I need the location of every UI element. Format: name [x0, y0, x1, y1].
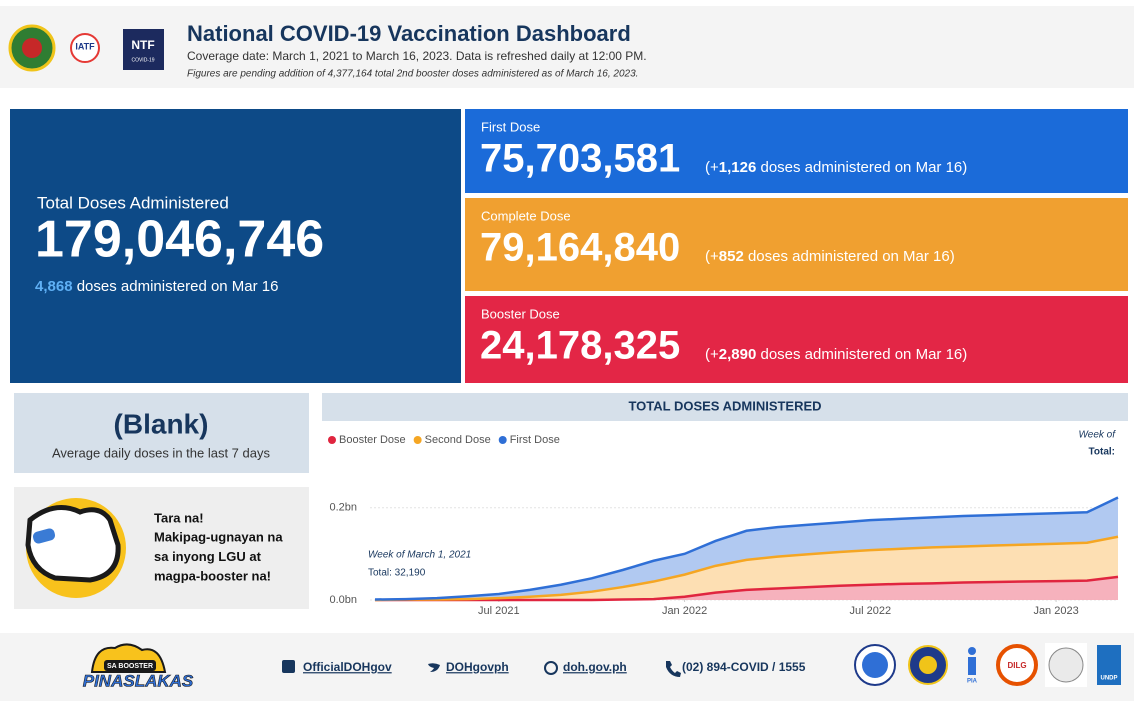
doh-logo-inner	[22, 38, 42, 58]
promo-line: magpa-booster na!	[154, 568, 271, 583]
dose-label: First Dose	[481, 119, 540, 134]
promo-arm	[25, 505, 121, 583]
pia-bar	[968, 657, 976, 675]
footer-links: OfficialDOHgov DOHgovph doh.gov.ph (02) 894…	[303, 660, 806, 674]
annotation: Total:	[1089, 447, 1115, 458]
dose-value: 75,703,581	[480, 137, 680, 181]
chart-header	[322, 393, 1128, 421]
x-tick-label: Jul 2021	[478, 605, 520, 617]
dose-label: Complete Dose	[481, 208, 571, 223]
average-value: (Blank)	[114, 408, 209, 439]
dilg-logo	[996, 644, 1038, 686]
dose-today-number: 2,890	[719, 346, 757, 363]
total-today: 4,868 doses administered on Mar 16	[35, 278, 279, 295]
legend-label: First Dose	[510, 434, 560, 446]
footer-link[interactable]: doh.gov.ph	[563, 660, 627, 674]
total-today-text: doses administered on Mar 16	[73, 278, 279, 295]
line	[374, 496, 1119, 601]
footer-link[interactable]: DOHgovph	[446, 660, 509, 674]
iatf-logo-text: IATF	[75, 41, 95, 51]
area	[375, 497, 1118, 600]
pia-dot	[968, 647, 976, 655]
footer-link[interactable]: OfficialDOHgov	[303, 660, 392, 674]
dose-today-number: 1,126	[719, 159, 757, 176]
legend-marker	[413, 436, 422, 444]
annotation: Total: 32,190	[368, 568, 426, 579]
dose-today-text: doses administered on Mar 16)	[756, 159, 967, 176]
dose-card	[465, 198, 1128, 291]
undp-text: UNDP	[1100, 676, 1117, 682]
area	[375, 536, 1118, 600]
partner-logo-inner	[1048, 647, 1084, 683]
promo-line: Tara na!	[154, 510, 204, 525]
area	[375, 576, 1118, 600]
chart-title: TOTAL DOSES ADMINISTERED	[628, 398, 821, 413]
dose-today: (+852 doses administered on Mar 16)	[705, 248, 955, 265]
ntf-logo-text: NTF	[131, 38, 154, 52]
dose-card	[465, 296, 1128, 383]
page-title: National COVID-19 Vaccination Dashboard	[187, 21, 631, 46]
campaign-ribbon	[104, 660, 156, 671]
coverage: Coverage date: March 1, 2021 to March 16…	[187, 49, 647, 63]
header-bg	[0, 6, 1134, 88]
facebook-icon	[282, 660, 295, 673]
undp-logo	[1097, 645, 1121, 685]
dose-today-text: doses administered on Mar 16)	[744, 248, 955, 265]
ntf-logo-sub: COVID-19	[131, 57, 154, 63]
chart: 0.0bn 0.2bn Jul 2021 Jan 2022 Jul 2022 Jan 20…	[328, 430, 1119, 617]
x-tick-label: Jan 2023	[1033, 605, 1078, 617]
legend-marker	[328, 436, 336, 444]
dose-today-prefix: (+	[705, 248, 719, 265]
twitter-icon	[428, 663, 440, 672]
total-today-number: 4,868	[35, 278, 73, 295]
dose-label: Booster Dose	[481, 306, 560, 321]
average-card	[14, 393, 309, 473]
line	[375, 575, 1119, 602]
dose-today-number: 852	[719, 248, 744, 265]
globe-icon	[544, 661, 558, 675]
campaign-top: SA BOOSTER	[107, 663, 153, 670]
pia-text: PIA	[967, 679, 978, 685]
legend-label: Booster Dose	[339, 434, 406, 446]
phone-icon	[666, 661, 681, 677]
average-label: Average daily doses in the last 7 days	[52, 445, 271, 460]
partner-logo-inner	[919, 656, 937, 674]
dose-value: 24,178,325	[480, 324, 680, 368]
dilg-text: DILG	[1007, 661, 1026, 670]
total-card	[10, 109, 461, 383]
legend-label: Second Dose	[425, 434, 491, 446]
promo-bandage	[32, 528, 56, 544]
campaign-main: PINASLAKAS	[83, 671, 194, 690]
annotation: Week of March 1, 2021	[368, 550, 471, 561]
promo-text: Tara na! Makipag-ugnayan na sa inyong LGU …	[154, 510, 283, 583]
dose-card	[465, 109, 1128, 193]
y-tick-label: 0.0bn	[329, 594, 357, 606]
total-label: Total Doses Administered	[37, 193, 229, 212]
y-tick-label: 0.2bn	[329, 502, 357, 514]
dose-value: 79,164,840	[480, 226, 680, 270]
x-tick-label: Jan 2022	[662, 605, 707, 617]
partner-logo-inner	[862, 652, 888, 678]
dose-today: (+2,890 doses administered on Mar 16)	[705, 346, 967, 363]
promo-line: Makipag-ugnayan na	[154, 530, 283, 545]
promo-line: sa inyong LGU at	[154, 549, 262, 564]
footer-link[interactable]: (02) 894-COVID / 1555	[682, 660, 806, 674]
dose-today-text: doses administered on Mar 16)	[756, 346, 967, 363]
total-value: 179,046,746	[35, 211, 324, 269]
x-tick-label: Jul 2022	[850, 605, 892, 617]
iatf-logo	[70, 33, 100, 63]
legend-marker	[498, 436, 507, 444]
annotation: Week of	[1079, 430, 1117, 441]
note: Figures are pending addition of 4,377,16…	[187, 69, 638, 80]
dose-today-prefix: (+	[705, 159, 719, 176]
line	[374, 535, 1119, 602]
ntf-logo	[123, 29, 164, 70]
dose-today: (+1,126 doses administered on Mar 16)	[705, 159, 967, 176]
dose-today-prefix: (+	[705, 346, 719, 363]
